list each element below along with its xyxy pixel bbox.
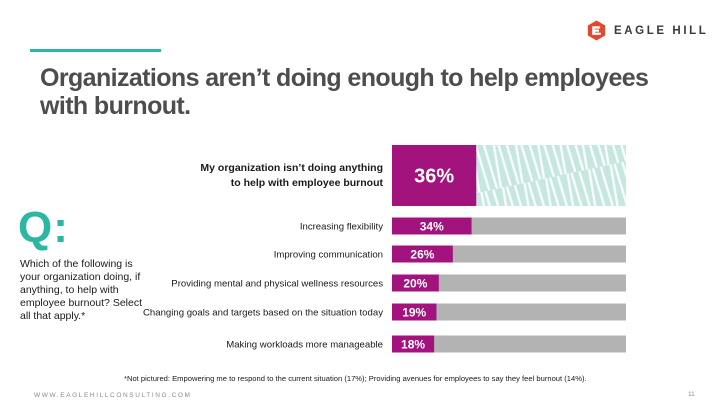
bar-track — [392, 274, 626, 292]
bar — [392, 303, 437, 321]
page-number: 11 — [688, 391, 695, 398]
bar-track — [392, 303, 626, 321]
title-accent-line — [30, 49, 161, 52]
page-title: Organizations aren’t doing enough to hel… — [40, 64, 649, 120]
bar — [392, 274, 439, 292]
highlight-label-line: My organization isn’t doing anything — [200, 162, 383, 174]
logo-text: EAGLE HILL — [614, 24, 709, 37]
bar-value-label: 34% — [420, 220, 444, 234]
category-label: Improving communication — [274, 250, 383, 261]
bar — [392, 335, 435, 353]
footnote: *Not pictured: Empowering me to respond … — [124, 374, 587, 383]
bar-value-label: 19% — [402, 306, 426, 320]
highlight-label-line: to help with employee burnout — [231, 177, 384, 189]
survey-question: Which of the following is your organizat… — [20, 258, 142, 322]
bar-value-label: 20% — [403, 277, 427, 291]
bar-track — [392, 335, 626, 353]
category-label: Making workloads more manageable — [226, 340, 383, 351]
category-label: Increasing flexibility — [300, 222, 383, 233]
bar-value-label: 26% — [410, 248, 434, 262]
category-label: Providing mental and physical wellness r… — [171, 279, 383, 290]
bar — [392, 217, 472, 235]
highlight-value-label: 36% — [414, 166, 454, 188]
highlight-bar — [392, 145, 477, 206]
question-mark-label: Q: — [18, 203, 69, 252]
website-url: WWW.EAGLEHILLCONSULTING.COM — [34, 392, 192, 399]
eagle-hill-logo-icon — [587, 20, 606, 41]
bar — [392, 245, 453, 263]
category-label: Changing goals and targets based on the … — [143, 308, 383, 319]
company-logo: EAGLE HILL — [586, 20, 708, 41]
bar-value-label: 18% — [401, 338, 425, 352]
